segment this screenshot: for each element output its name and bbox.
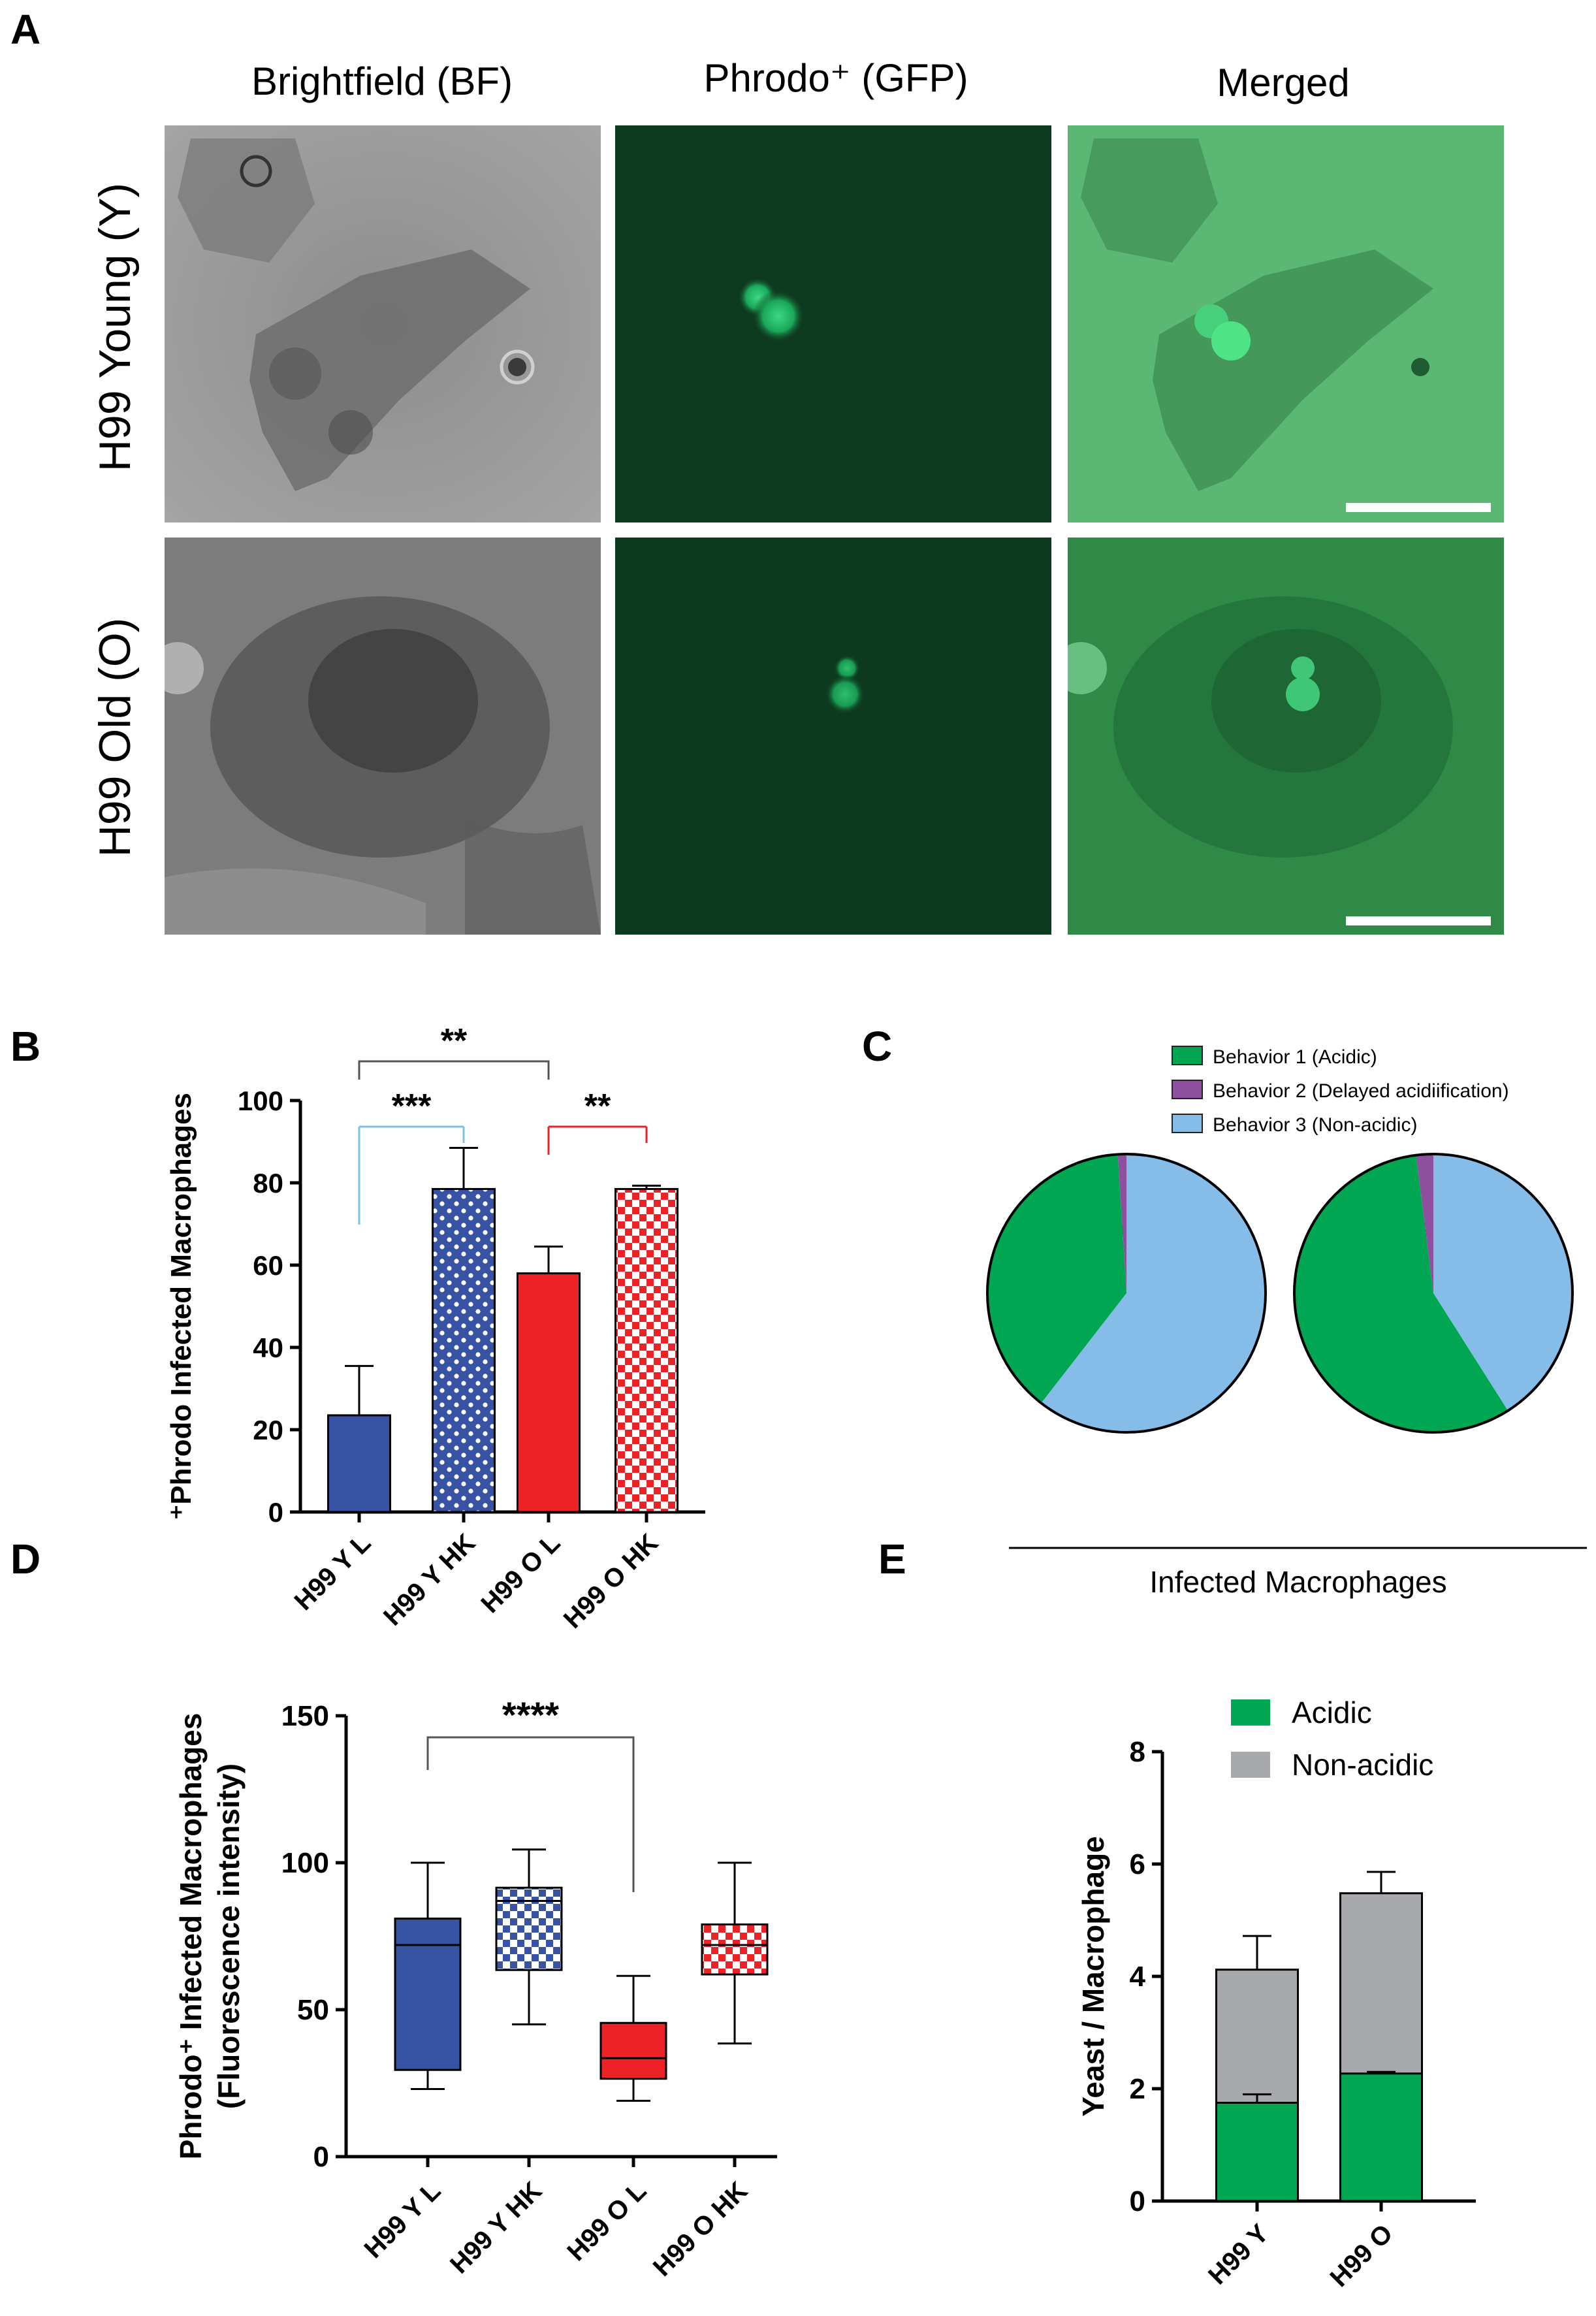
c-x-axis-label: Infected Macrophages: [1149, 1565, 1446, 1599]
e-y-tick-label: 4: [1130, 1961, 1146, 1993]
b-y-axis-label: ⁺Phrodo Infected Macrophages: [165, 1093, 197, 1520]
d-y-tick-label: 150: [281, 1700, 329, 1732]
e-bar-acidic: [1339, 2072, 1423, 2202]
c-pie-slice-nonacidic: [1041, 1154, 1266, 1432]
scale-bar: [1346, 916, 1491, 925]
d-x-tick-label: H99 O HK: [648, 2176, 754, 2282]
d-y-axis-label-line1: Phrodo⁺ Infected Macrophages: [174, 1713, 208, 2160]
b-bar: [517, 1272, 581, 1513]
column-title-merged: Merged: [1217, 61, 1350, 105]
d-box: [701, 1923, 769, 1976]
b-x-tick-label: H99 O L: [475, 1528, 566, 1618]
b-significance-label: **: [441, 1022, 468, 1060]
d-box: [394, 1918, 462, 2071]
c-pie-slice-delayed: [1416, 1154, 1433, 1293]
e-y-tick-label: 8: [1130, 1736, 1145, 1768]
micrograph-old-gfp: [615, 538, 1051, 935]
b-bar: [614, 1187, 678, 1513]
b-y-tick-label: 80: [253, 1168, 283, 1198]
panel-c-letter: C: [862, 1023, 893, 1070]
c-legend-swatch: [1172, 1114, 1203, 1133]
e-legend-label: Non-acidic: [1292, 1748, 1433, 1782]
d-y-tick-label: 0: [313, 2141, 329, 2173]
e-y-axis-label: Yeast / Macrophage: [1076, 1836, 1110, 2117]
d-y-tick-label: 100: [281, 1847, 329, 1879]
micrograph-young-merged: [1068, 125, 1504, 523]
c-pie-outline: [986, 1153, 1267, 1434]
b-significance-bracket: [358, 1060, 550, 1080]
c-pie-slice-delayed: [1117, 1154, 1126, 1293]
c-legend-label: Behavior 2 (Delayed acidiification): [1213, 1080, 1509, 1102]
micrograph-young-brightfield: [165, 125, 601, 523]
panel-a-letter: A: [10, 6, 41, 53]
e-legend-label: Acidic: [1292, 1696, 1372, 1729]
d-y-tick-label: 50: [297, 1994, 329, 2026]
column-title-phrodo: Phrodo⁺ (GFP): [703, 56, 968, 100]
b-y-tick-label: 100: [238, 1086, 283, 1116]
d-significance-bracket: [426, 1736, 635, 1892]
b-y-tick-label: 60: [253, 1250, 283, 1281]
e-bar-acidic: [1215, 2102, 1299, 2202]
micrograph-old-merged: [1068, 538, 1504, 935]
c-legend-swatch: [1172, 1080, 1203, 1099]
panel-e-letter: E: [878, 1536, 906, 1583]
b-y-tick-label: 20: [253, 1415, 283, 1445]
b-x-tick-label: H99 Y L: [289, 1528, 377, 1616]
b-significance-label: ***: [392, 1087, 432, 1125]
micrograph-young-gfp: [615, 125, 1051, 523]
e-y-tick-label: 0: [1130, 2185, 1145, 2217]
b-bar: [327, 1414, 391, 1513]
d-box: [599, 2021, 667, 2080]
b-x-tick-label: H99 O HK: [558, 1528, 664, 1634]
b-significance-label: **: [584, 1087, 611, 1125]
micrograph-old-brightfield: [165, 538, 601, 935]
column-title-brightfield: Brightfield (BF): [251, 59, 513, 103]
d-x-tick-label: H99 O L: [562, 2176, 652, 2266]
c-pie-slice-acidic: [987, 1154, 1126, 1404]
e-x-tick-label: H99 Y: [1203, 2219, 1274, 2290]
b-bar: [432, 1187, 496, 1513]
c-legend-label: Behavior 1 (Acidic): [1213, 1046, 1377, 1068]
scale-bar: [1346, 503, 1491, 512]
b-y-tick-label: 0: [268, 1497, 283, 1528]
e-y-tick-label: 6: [1130, 1848, 1145, 1880]
c-pie-slice-nonacidic: [1433, 1154, 1572, 1411]
panel-b-letter: B: [10, 1023, 41, 1070]
c-legend-label: Behavior 3 (Non-acidic): [1213, 1114, 1417, 1136]
e-legend-swatch: [1231, 1752, 1270, 1778]
c-legend-swatch: [1172, 1046, 1203, 1065]
c-pie-slice-acidic: [1294, 1155, 1508, 1433]
d-x-tick-label: H99 Y HK: [445, 2176, 547, 2279]
b-y-tick-label: 40: [253, 1332, 283, 1363]
e-x-tick-label: H99 O: [1325, 2219, 1399, 2292]
e-legend-swatch: [1231, 1699, 1270, 1726]
e-y-tick-label: 2: [1130, 2073, 1145, 2105]
panel-d-letter: D: [10, 1536, 41, 1583]
d-significance-label: ****: [502, 1694, 559, 1735]
c-pie-outline: [1293, 1153, 1574, 1434]
d-x-tick-label: H99 Y L: [359, 2176, 447, 2264]
b-x-tick-label: H99 Y HK: [378, 1528, 481, 1631]
d-y-axis-label-line2: (Fluorescence intensity): [212, 1763, 246, 2109]
